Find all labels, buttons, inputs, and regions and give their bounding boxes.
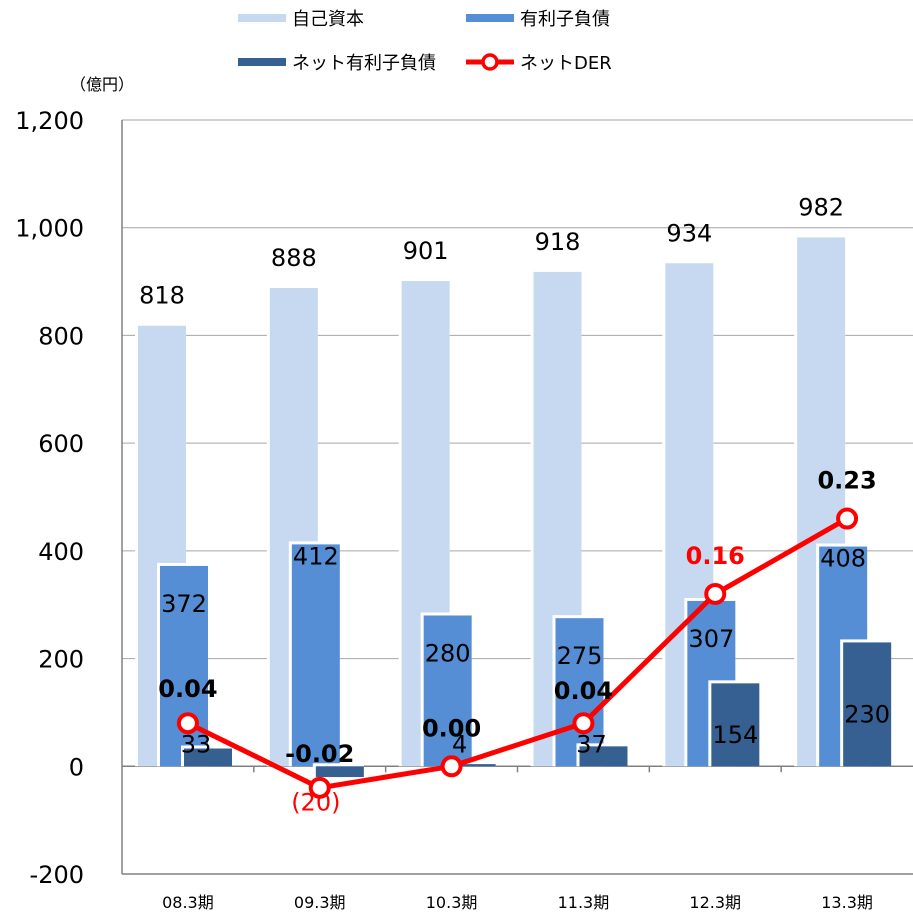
data-label-der: 0.04 (158, 675, 217, 703)
data-label-der: 0.04 (554, 677, 613, 705)
data-label-debt: 408 (820, 545, 866, 573)
data-label-debt: 275 (557, 642, 603, 670)
data-label-equity: 982 (798, 193, 844, 221)
legend-label: 有利子負債 (520, 9, 610, 30)
y-tick-label: 1,200 (15, 107, 84, 135)
x-tick-label: 12.3期 (689, 893, 741, 912)
der-point (308, 776, 331, 799)
data-label-net-debt: 230 (844, 700, 890, 728)
der-line (186, 516, 849, 791)
der-point (836, 507, 859, 530)
legend-label: ネット有利子負債 (292, 53, 436, 74)
y-tick-label: 600 (38, 430, 84, 458)
bar-debt (555, 618, 604, 767)
x-tick-label: 08.3期 (162, 893, 214, 912)
bar-net-debt (579, 746, 628, 767)
der-point (572, 712, 595, 735)
bar-debt (423, 615, 472, 767)
bar-net-debt (184, 748, 232, 767)
bar-net-debt (843, 642, 892, 767)
x-tick-label: 10.3期 (426, 893, 478, 912)
y-tick-label: 1,000 (15, 215, 84, 243)
data-label-debt: 372 (161, 590, 207, 618)
bar-net-debt-outline (444, 761, 496, 767)
y-tick-label: -200 (30, 861, 84, 889)
legend-swatch-marker (481, 53, 499, 71)
x-tick-label: 09.3期 (294, 893, 346, 912)
data-label-debt: 307 (688, 625, 734, 653)
der-point (704, 582, 727, 605)
data-label-debt: 412 (293, 542, 339, 570)
y-tick-label: 200 (38, 646, 84, 674)
data-label-der: -0.02 (285, 740, 354, 768)
legend-label: 自己資本 (292, 9, 364, 30)
data-label-net-debt: 4 (452, 730, 467, 758)
data-label-debt: 280 (425, 639, 471, 667)
data-label-equity: 918 (535, 228, 581, 256)
der-point (440, 755, 463, 778)
legend-label: ネットDER (520, 53, 612, 74)
data-label-equity: 818 (139, 282, 185, 310)
data-label-der: 0.16 (686, 542, 745, 570)
der-point (176, 712, 199, 735)
bar-net-debt (711, 683, 760, 767)
legend-swatch (466, 14, 514, 22)
x-tick-label: 11.3期 (558, 893, 610, 912)
y-tick-label: 400 (38, 538, 84, 566)
y-unit-label: （億円） (70, 75, 134, 94)
data-label-der: 0.23 (817, 467, 876, 495)
data-label-net-debt: 33 (181, 730, 212, 758)
data-label-equity: 934 (666, 219, 712, 247)
legend-swatch (238, 14, 286, 22)
data-label-der: 0.00 (422, 714, 481, 742)
data-label-net-debt: 37 (576, 730, 607, 758)
x-tick-label: 13.3期 (821, 893, 873, 912)
y-tick-label: 800 (38, 322, 84, 350)
bar-net-debt (447, 764, 496, 767)
legend-swatch (238, 58, 286, 66)
data-label-equity: 888 (271, 244, 317, 272)
bar-debt (291, 544, 340, 767)
y-tick-label: 0 (69, 753, 84, 781)
data-label-net-debt: 154 (712, 721, 758, 749)
data-label-equity: 901 (403, 237, 449, 265)
bar-net-debt (315, 766, 364, 778)
